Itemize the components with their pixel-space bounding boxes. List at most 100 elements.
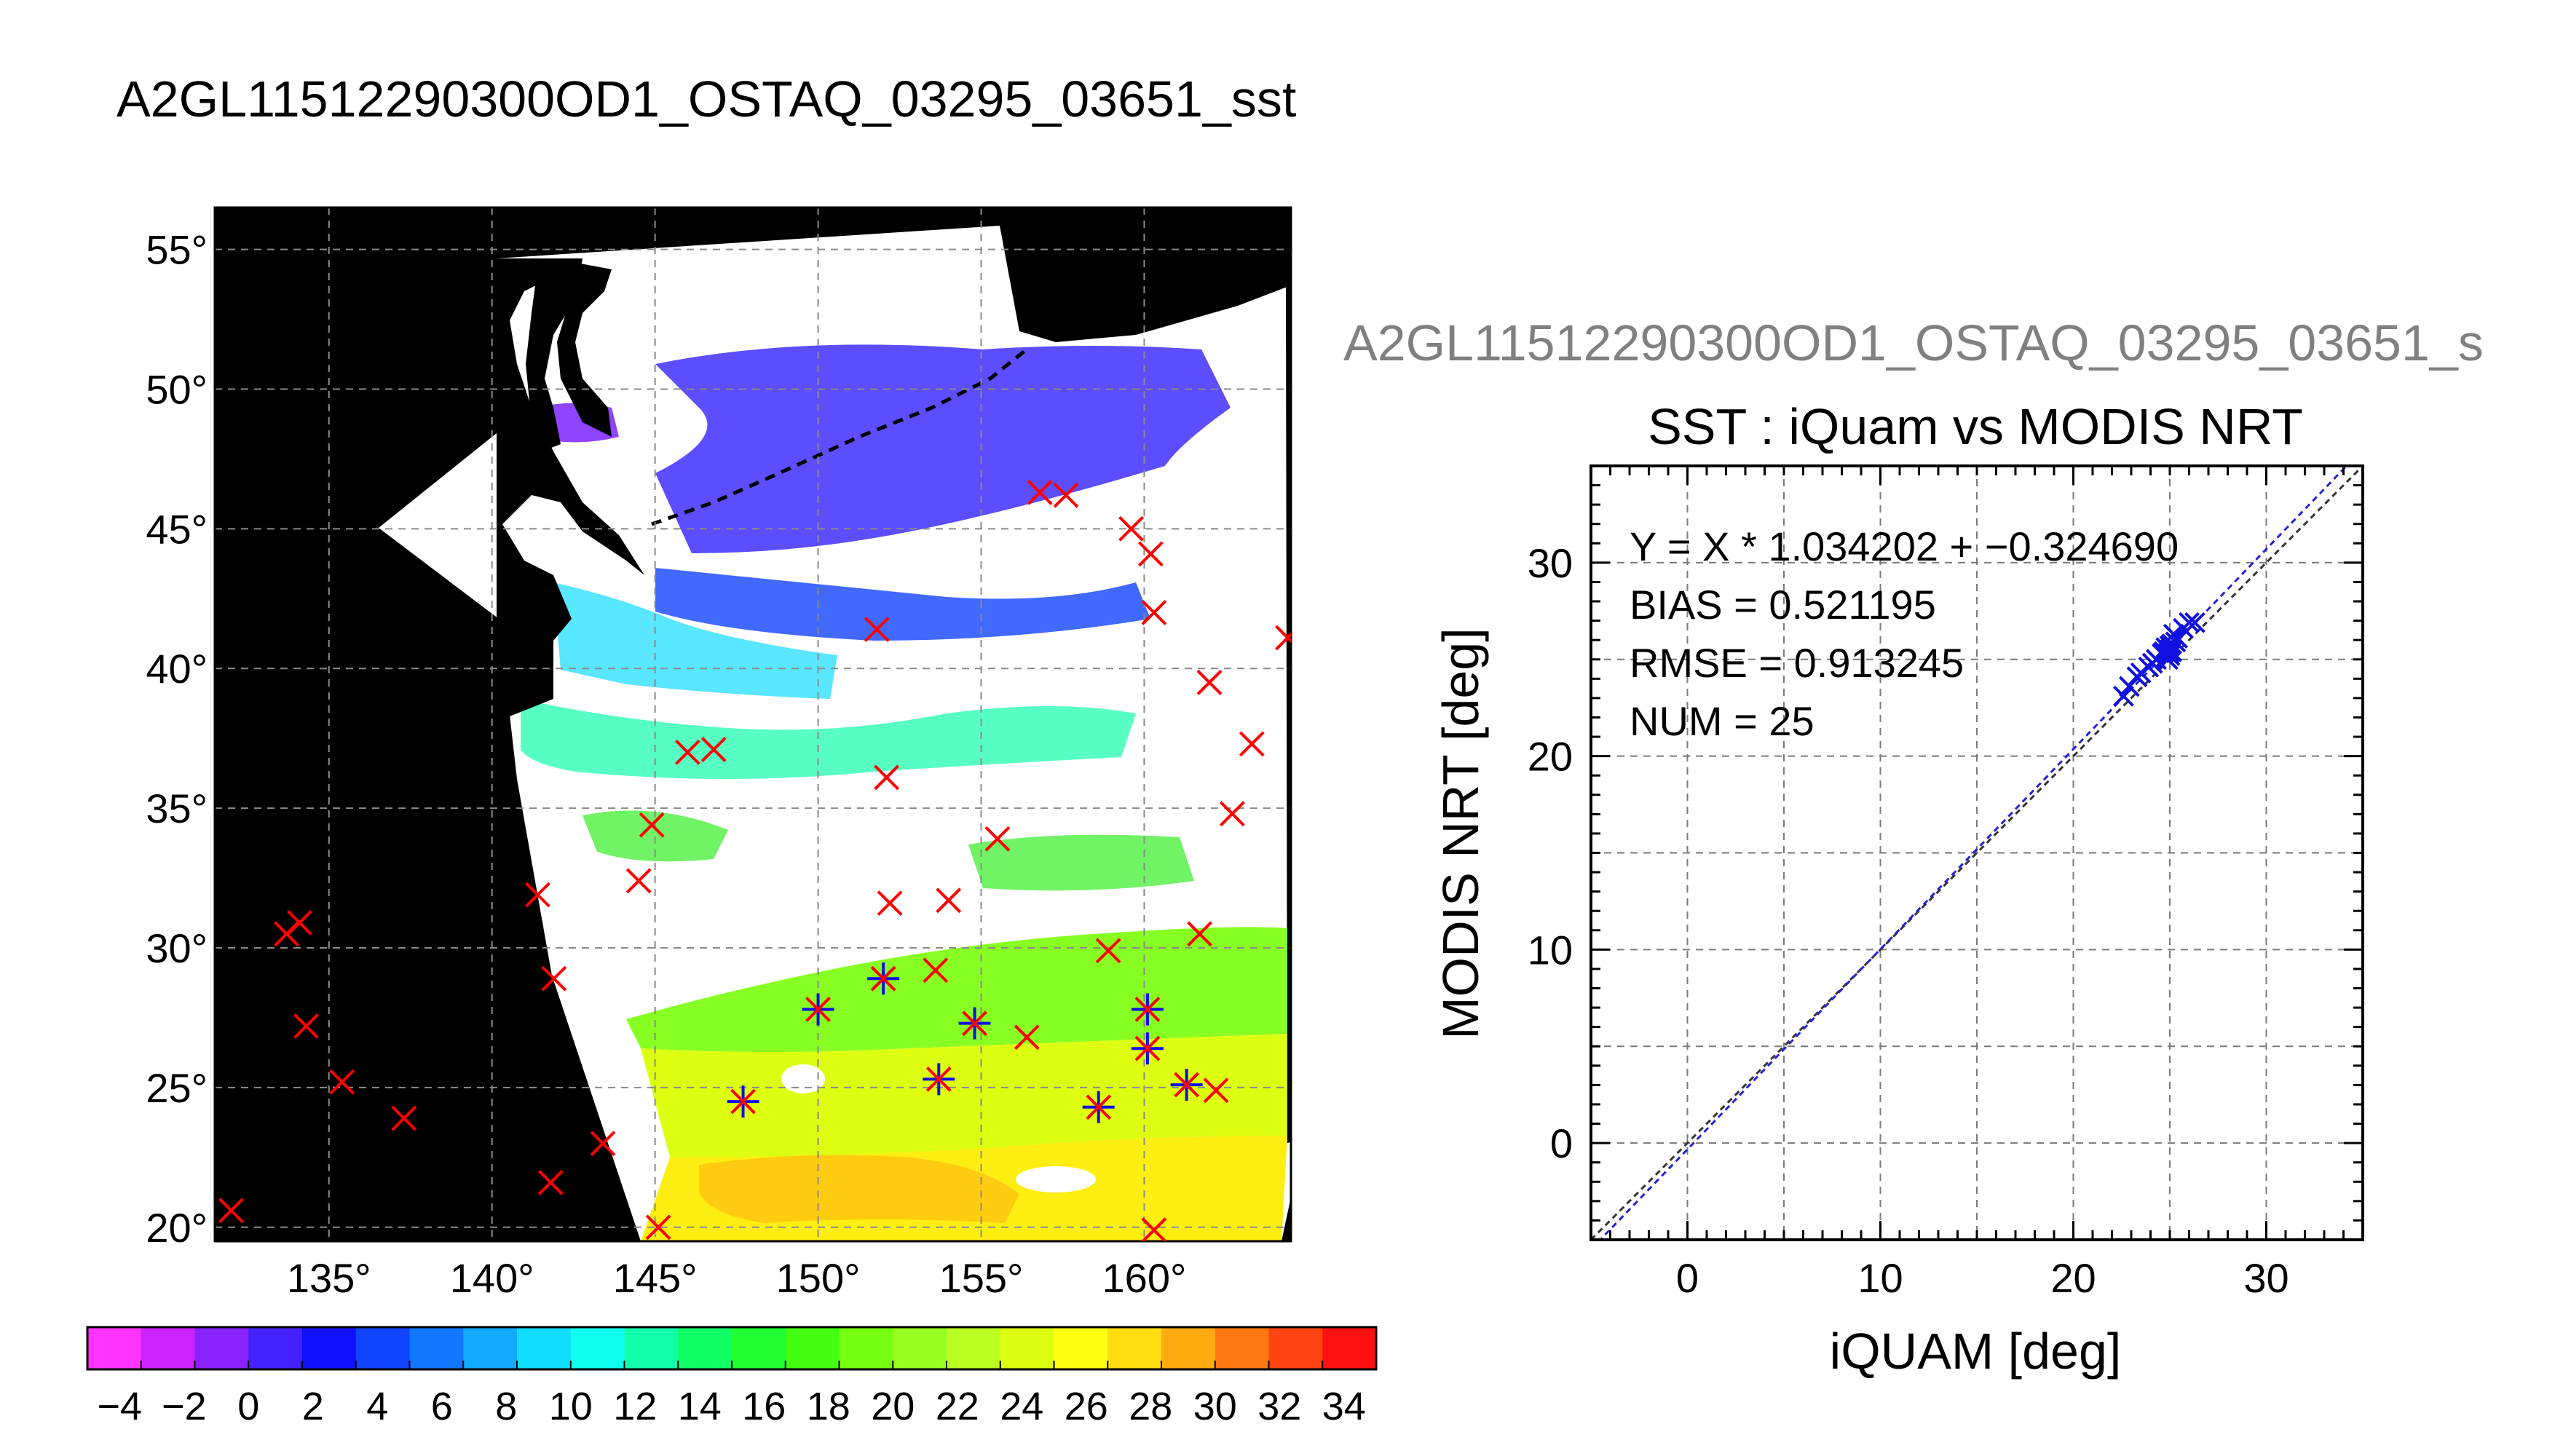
lon-tick-label: 155° [939,1255,1024,1301]
matched-marker [958,1007,991,1040]
colorbar-tick-label: 6 [431,1385,453,1428]
scatter-ticks [1590,464,2364,1241]
matched-marker [923,1063,955,1096]
scatter-title: SST : iQuam vs MODIS NRT [1648,398,2303,455]
colorbar-segment [1107,1327,1162,1369]
scatter-points [2112,612,2205,707]
red-x-marker [524,882,550,908]
scatter-point [2184,612,2205,633]
scatter-panel: A2GL11512290300OD1_OSTAQ_03295_03651_s S… [1343,314,2484,1380]
lat-tick-label: 20° [146,1205,208,1251]
red-x-marker [1203,1077,1229,1104]
lon-tick-label: 145° [613,1255,698,1301]
scatter-gridlines [1591,466,2363,1240]
red-x-marker [1275,625,1291,651]
sst-yellowgreen-band [626,927,1287,1052]
colorbar-tick-label: 24 [1000,1385,1043,1428]
matched-marker [1082,1091,1115,1123]
x-tick-label: 0 [1676,1255,1699,1301]
scatter-point [2141,652,2163,674]
scatter-point [2112,685,2134,707]
colorbar-segment [624,1327,679,1369]
red-x-marker [877,890,903,917]
red-x-marker [329,1069,355,1095]
lon-tick-label: 135° [287,1255,371,1301]
colorbar-tick-label: 20 [871,1385,915,1428]
colorbar-segment [87,1327,142,1369]
colorbar-segment [893,1327,947,1369]
red-x-marker [1141,600,1167,625]
red-x-marker [1118,515,1144,542]
red-x-marker [541,965,567,992]
colorbar-segment [1000,1327,1054,1369]
red-x-marker [864,617,890,642]
red-x-marker [287,910,312,935]
red-x-marker [1187,921,1213,947]
page-title: A2GL11512290300OD1_OSTAQ_03295_03651_sst [117,71,1296,127]
lat-tick-label: 25° [146,1065,208,1111]
colorbar-tick-label: 34 [1322,1385,1366,1428]
red-x-marker [1196,670,1223,695]
sst-teal-band [521,699,1136,779]
red-x-marker [391,1105,417,1131]
red-x-marker [936,887,962,914]
colorbar-segment [302,1327,357,1369]
sst-green-band [583,810,1194,891]
lon-tick-label: 150° [776,1255,861,1301]
sst-blue-south [655,568,1150,641]
colorbar-segment [463,1327,518,1369]
red-x-marker [1239,731,1265,757]
colorbar-segment [517,1327,572,1369]
lat-tick-label: 40° [146,646,208,692]
colorbar-tick-label: 22 [936,1385,979,1428]
red-x-marker [645,1214,671,1241]
bias-annotation: BIAS = 0.521195 [1630,582,1936,628]
lat-tick-label: 30° [146,925,208,971]
y-tick-label: 30 [1528,540,1573,586]
colorbar-segment [248,1327,303,1369]
colorbar-segment [1054,1327,1108,1369]
sst-blue-north [655,344,1231,553]
colorbar-tick-label: −4 [97,1385,142,1428]
red-x-marker [218,1198,244,1224]
red-x-marker [700,737,727,762]
matched-marker [802,993,834,1026]
fit-lines [1591,466,2363,1240]
colorbar-tick-label: 14 [678,1385,722,1428]
regression-line [1598,466,2348,1240]
y-tick-label: 10 [1528,927,1573,973]
red-x-marker [293,1013,319,1039]
sst-cyan-band [553,582,837,699]
red-x-marker [590,1131,616,1157]
matched-marker [1131,1032,1164,1065]
map-frame [213,206,1292,1243]
colorbar-segment [785,1327,840,1369]
identity-line [1591,466,2363,1240]
scatter-header: A2GL11512290300OD1_OSTAQ_03295_03651_s [1343,314,2484,371]
lon-tick-label: 160° [1102,1255,1187,1301]
colorbar-segment [141,1327,195,1369]
matched-marker [727,1085,759,1118]
sst-orange-patch [699,1155,1019,1223]
red-x-marker [1137,541,1164,567]
lat-tick-label: 45° [146,506,208,552]
cloud-hole [781,1064,825,1093]
rmse-annotation: RMSE = 0.913245 [1630,640,1964,686]
scatter-point [2167,628,2189,649]
num-annotation: NUM = 25 [1630,698,1814,744]
colorbar-tick-labels: −4 −2 0 2 4 6 8 10 12 14 16 18 20 22 24 26 28 30 32 34 [97,1385,1365,1428]
colorbar-tick-label: 32 [1257,1385,1301,1428]
x-tick-label: 10 [1857,1255,1903,1301]
red-x-marker [984,826,1011,852]
land-kuril-islands [651,348,1028,526]
red-x-marker [639,812,665,838]
land-sakhalin [526,258,583,451]
y-tick-labels: 0 10 20 30 [1528,540,1573,1166]
red-x-marker [625,868,652,894]
colorbar-tick-label: 8 [495,1385,517,1428]
red-x-marker [923,957,949,984]
land-kamchatka [1000,211,1291,342]
colorbar-segment [732,1327,786,1369]
land-japan-honshu [497,258,644,721]
